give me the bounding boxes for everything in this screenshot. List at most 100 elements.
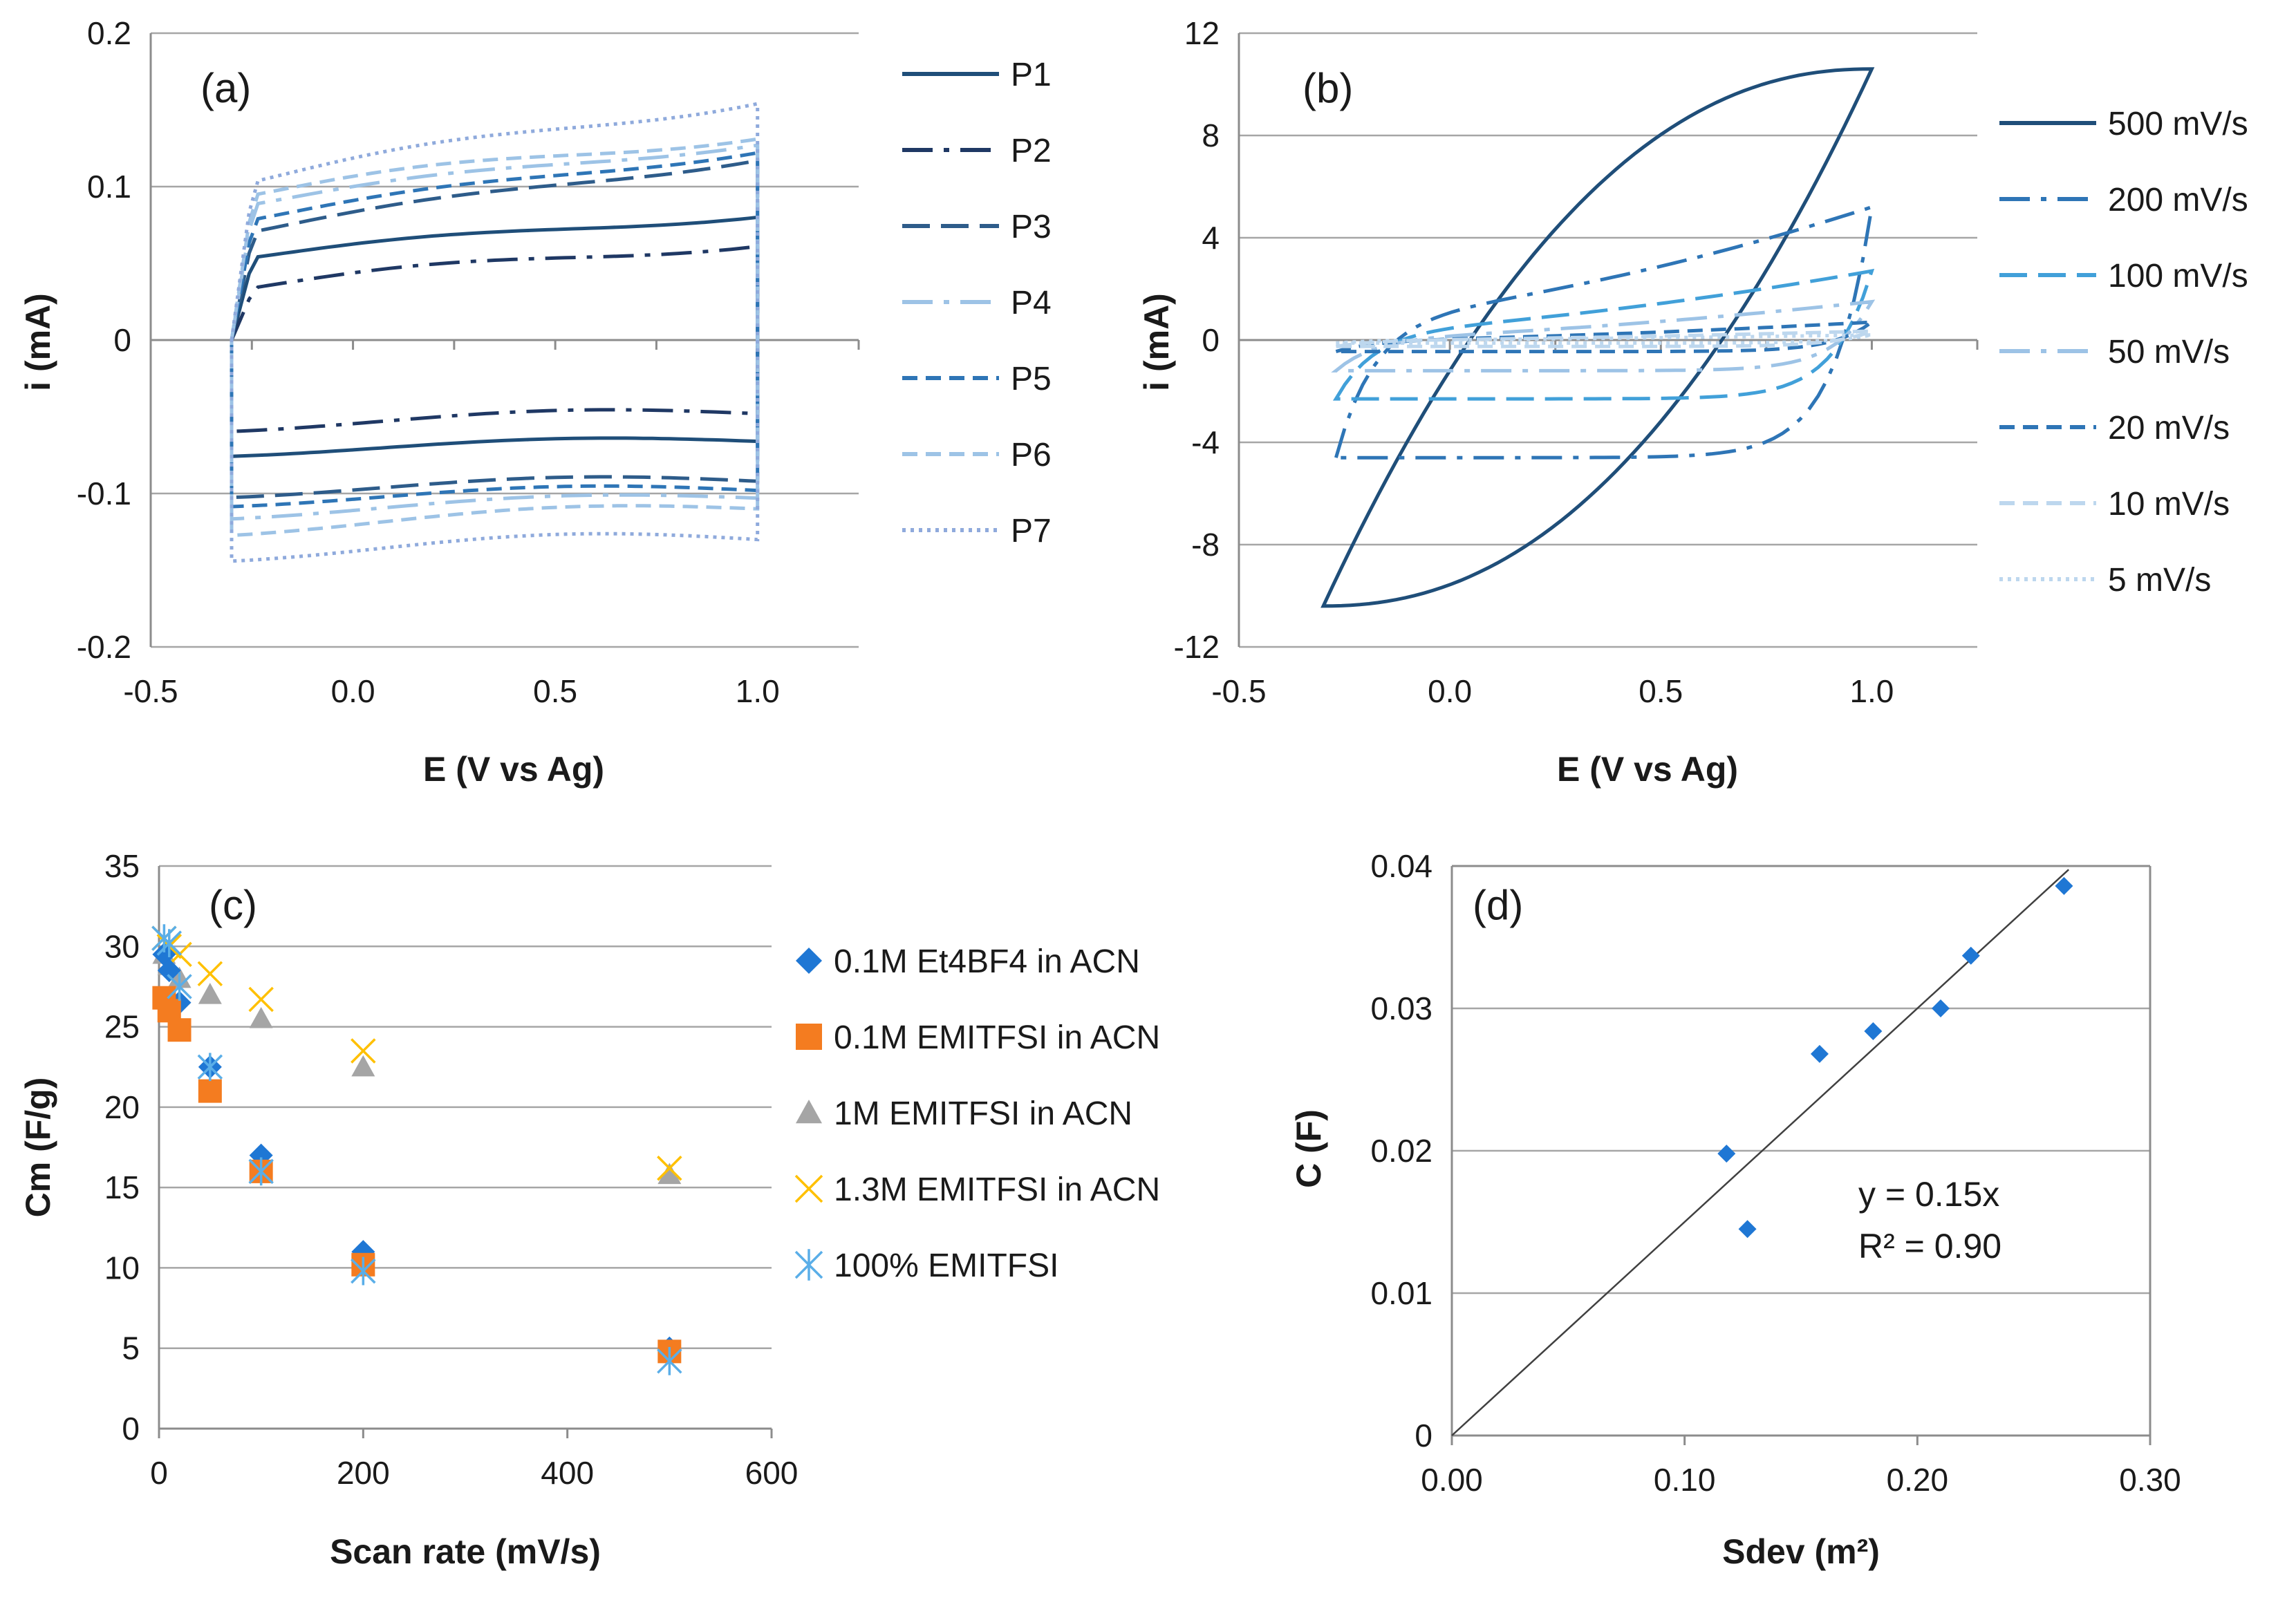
panel-c-point: [198, 1079, 222, 1103]
panel-d-ytick-label: 0.03: [1370, 990, 1432, 1026]
panel-c-point: [167, 1018, 192, 1042]
panel-a-ytick-label: -0.1: [77, 476, 131, 511]
panel-b-legend-label: 100 mV/s: [2108, 258, 2248, 294]
panel-d-ytick-label: 0.04: [1370, 848, 1432, 884]
panel-c-point: [351, 1038, 376, 1064]
panel-c-chart: 35 30 25 20 15 10 5 00 200 400 600 (c) Scan rate (…: [19, 848, 1160, 1571]
panel-c-point: [156, 929, 183, 958]
panel-d-xtick-label: 0.30: [2119, 1462, 2181, 1498]
panel-c-point: [197, 961, 223, 987]
panel-c-xlabel: Scan rate (mV/s): [330, 1532, 601, 1571]
panel-a-ytick-label: -0.2: [77, 629, 131, 665]
panel-b-xlabel: E (V vs Ag): [1557, 750, 1738, 789]
panel-c-legend-label: 100% EMITFSI: [834, 1248, 1058, 1284]
panel-b-series-200-mv-s: [1334, 204, 1874, 460]
panel-b-chart: 12 8 4 0 -4 -8 -12 -0.5 0.0 0.5 1.0 (b) E (V vs Ag…: [1137, 15, 2248, 789]
panel-c-xtick-label: 600: [745, 1455, 799, 1491]
panel-c-point: [157, 959, 181, 983]
panel-c-legend-label: 1.3M EMITFSI in ACN: [834, 1172, 1160, 1208]
panel-d-point: [1932, 999, 1950, 1017]
panel-b-series-50-mv-s: [1331, 299, 1876, 373]
panel-d-xtick-label: 0.00: [1421, 1462, 1483, 1498]
panel-b-series-500-mv-s: [1320, 67, 1875, 608]
panel-a-xlabel: E (V vs Ag): [423, 750, 604, 789]
panel-a-legend: P1 P2 P3 P4 P5 P6 P7: [902, 57, 1052, 549]
panel-c-legend: 0.1M Et4BF4 in ACN 0.1M EMITFSI in ACN 1M …: [794, 943, 1160, 1284]
panel-c-legend-marker: [794, 1174, 823, 1203]
panel-b-legend-label: 500 mV/s: [2108, 106, 2248, 142]
panel-c-point: [198, 983, 222, 1004]
panel-a-legend-label: P4: [1011, 285, 1052, 321]
panel-a-label: (a): [200, 65, 251, 111]
panel-a-xtick-label: -0.5: [123, 673, 178, 709]
panel-d-ytick-label: 0.01: [1370, 1275, 1432, 1311]
panel-c-xtick-label: 200: [337, 1455, 390, 1491]
panel-c-xtick-label: 400: [541, 1455, 594, 1491]
panel-a-legend-label: P2: [1011, 133, 1052, 169]
panel-c-legend-label: 0.1M Et4BF4 in ACN: [834, 943, 1140, 980]
panel-a-chart: 0.2 0.1 0 -0.1 -0.2 -0.5 0.0 0.5 1.0 (a) E (V vs…: [19, 15, 1052, 789]
panel-b-legend-label: 5 mV/s: [2108, 562, 2211, 599]
panel-d-point: [2055, 876, 2073, 895]
panel-c-point: [657, 1346, 682, 1375]
panel-d-point: [1810, 1044, 1829, 1063]
panel-a-ytick-label: 0.2: [87, 15, 131, 51]
panel-a-ylabel: i (mA): [19, 293, 57, 391]
panel-c-ytick-label: 5: [122, 1330, 140, 1366]
panel-a-legend-label: P3: [1011, 209, 1052, 245]
panel-b-legend-label: 10 mV/s: [2108, 486, 2230, 523]
panel-b-ytick-label: 0: [1202, 322, 1220, 358]
panel-c-point: [248, 1157, 274, 1186]
panel-a-legend-label: P6: [1011, 437, 1052, 473]
panel-b-series-10-mv-s: [1334, 329, 1873, 349]
panel-a-legend-label: P5: [1011, 361, 1052, 397]
panel-c-label: (c): [209, 882, 257, 928]
panel-a-ytick-label: 0.1: [87, 169, 131, 205]
panel-c-point: [249, 1006, 273, 1028]
panel-d-ytick-label: 0.02: [1370, 1133, 1432, 1169]
panel-c-ytick-label: 30: [104, 928, 140, 964]
panel-d-point: [1864, 1022, 1883, 1040]
panel-d-point: [1961, 946, 1980, 965]
panel-d-trendline: [1451, 869, 2070, 1436]
panel-d-xlabel: Sdev (m²): [1722, 1532, 1880, 1571]
panel-c-legend-marker: [796, 948, 822, 974]
panel-c-point: [351, 1257, 376, 1286]
panel-d-point: [1738, 1220, 1757, 1239]
panel-b-series-100-mv-s: [1332, 268, 1875, 401]
panel-c-legend-marker: [794, 1249, 823, 1281]
panel-c-point: [167, 972, 192, 1001]
panel-c-legend-marker: [796, 1100, 822, 1124]
panel-d-label: (d): [1473, 882, 1523, 928]
panel-c-ytick-label: 15: [104, 1169, 140, 1205]
panel-b-legend-label: 20 mV/s: [2108, 410, 2230, 446]
panel-c-ytick-label: 10: [104, 1250, 140, 1286]
panel-a-legend-label: P1: [1011, 57, 1052, 93]
panel-d-point: [1717, 1145, 1736, 1163]
panel-b-xtick-label: 0.0: [1428, 673, 1472, 709]
panel-d-chart: 0.04 0.03 0.02 0.01 0 0.00 0.10 0.20 0.30 (d) Sd…: [1289, 848, 2181, 1571]
panel-d-r-squared: R² = 0.90: [1858, 1227, 2001, 1265]
panel-c-ytick-label: 20: [104, 1089, 140, 1125]
panel-d-xtick-label: 0.20: [1887, 1462, 1949, 1498]
panel-b-ytick-label: 12: [1184, 15, 1220, 51]
panel-b-legend-label: 50 mV/s: [2108, 334, 2230, 370]
panel-c-point: [197, 1053, 223, 1082]
panel-b-xtick-label: 0.5: [1639, 673, 1683, 709]
panel-d-ylabel: C (F): [1289, 1109, 1328, 1188]
panel-a-series-p7: [230, 102, 760, 563]
panel-a-ytick-label: 0: [113, 322, 131, 358]
panel-c-ytick-label: 35: [104, 848, 140, 884]
panel-d-xtick-label: 0.10: [1654, 1462, 1716, 1498]
panel-b-ylabel: i (mA): [1137, 293, 1176, 391]
panel-d-ytick-label: 0: [1415, 1418, 1432, 1453]
panel-c-legend-marker: [796, 1024, 822, 1050]
panel-c-ylabel: Cm (F/g): [19, 1078, 57, 1218]
panel-c-xtick-label: 0: [150, 1455, 168, 1491]
panel-b-xtick-label: 1.0: [1849, 673, 1894, 709]
panel-b-ytick-label: -8: [1191, 527, 1220, 563]
panel-b-xtick-label: -0.5: [1211, 673, 1266, 709]
panel-a-xtick-label: 0.0: [331, 673, 375, 709]
panel-b-label: (b): [1303, 65, 1353, 111]
